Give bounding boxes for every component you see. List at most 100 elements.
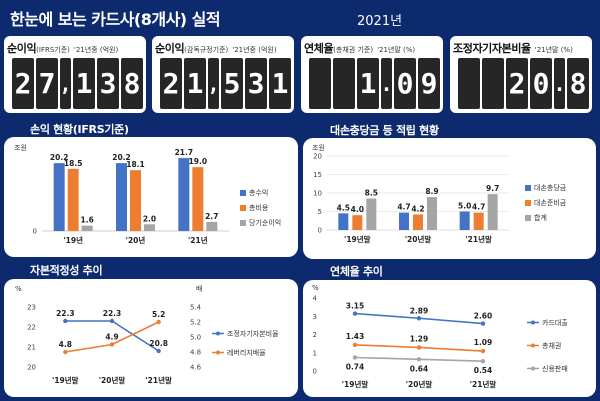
bar (81, 225, 93, 231)
data-label: 8.9 (425, 187, 438, 196)
x-tick-label: '21년말 (465, 234, 492, 244)
y-tick-label: 10 (313, 190, 322, 198)
data-label: 3.15 (346, 302, 365, 311)
data-label: 4.0 (351, 205, 364, 214)
legend-marker (216, 331, 220, 336)
kpi-note: '21년말 (%) (377, 46, 416, 54)
bar (144, 224, 155, 231)
data-label: 21.7 (175, 148, 194, 157)
y-tick-label: 0 (318, 227, 322, 235)
kpi-label: 순이익 (7, 42, 37, 55)
kpi-digit: 2 (12, 58, 34, 109)
data-label: 5.0 (458, 202, 471, 211)
bar (178, 158, 190, 231)
data-point (156, 319, 161, 325)
kpi-header: 연체율(총채권 기준) '21년말 (%) (304, 37, 440, 57)
y-tick-label-right: 4.6 (190, 364, 202, 372)
data-label: 1.09 (474, 338, 493, 347)
legend-label: 총채권 (542, 341, 561, 350)
kpi-label-sub: (총채권 기준) (333, 46, 374, 54)
profit-bar-chart: 조원020.218.51.6'19년20.218.12.0'20년21.719.… (14, 143, 281, 245)
legend-marker (531, 320, 535, 325)
data-label: 4.7 (472, 203, 485, 212)
legend-marker (216, 350, 220, 355)
legend-swatch (525, 185, 531, 191)
kpi-digit-separator: . (380, 58, 393, 109)
bar (413, 214, 423, 230)
y-tick-label: 4 (313, 295, 318, 303)
kpi-digit: 5 (221, 58, 243, 109)
data-label: 19.0 (189, 157, 208, 166)
y-tick-label: 21 (27, 344, 36, 352)
bar (67, 168, 79, 231)
kpi-digit: 3 (97, 58, 119, 109)
x-tick-label: '19년 (63, 235, 83, 245)
data-label: 0.64 (410, 364, 429, 373)
kpi-label-sub: (감독규정기준) (184, 46, 229, 54)
reserve-chart-panel: 조원 0 5 10 15 20 4.5 4.0 8.5'19년말 4.7 4.2 8.9'20년말 5.… (303, 138, 596, 259)
kpi-digit-blank (309, 58, 331, 109)
kpi-digit-separator: . (553, 58, 566, 109)
kpi-digit: 9 (418, 58, 440, 109)
data-label: 20.8 (149, 339, 168, 348)
data-point (109, 318, 115, 324)
kpi-digit: 3 (245, 58, 267, 109)
legend-label: 레버리지배율 (227, 348, 266, 357)
y-unit-label: % (15, 285, 22, 293)
kpi-label: 조정자기자본비율 (453, 42, 531, 55)
delinquency-line-chart: % 0 1 2 3 4 '19년말 '20년말 '21년말 3.15 2.89 2.60 카드대출 1.4… (312, 284, 568, 389)
kpi-digit: 1 (357, 58, 379, 109)
data-label: 1.6 (81, 216, 94, 225)
y-tick-label: 20 (313, 153, 322, 161)
bar (487, 194, 498, 230)
x-tick-label: '20년말 (405, 234, 432, 244)
data-label: 9.7 (486, 184, 499, 193)
kpi-digit: 0 (530, 58, 552, 109)
bar (130, 170, 141, 231)
bar (338, 213, 349, 230)
data-label: 0.54 (474, 366, 493, 375)
x-tick-label: '21년말 (470, 379, 497, 389)
legend-label: 총수익 (249, 188, 268, 197)
kpi-digit-separator: , (59, 58, 72, 109)
data-point (480, 348, 486, 354)
y-tick-label: 0 (33, 228, 37, 236)
y-tick-label-right: 4.8 (190, 349, 201, 357)
y-tick-label-right: 5.4 (190, 304, 202, 312)
legend-label: 카드대출 (542, 318, 568, 327)
kpi-digit: 8 (567, 58, 589, 109)
y-unit-label: 조원 (312, 143, 325, 152)
bar (427, 197, 437, 230)
x-tick-label: '21년말 (145, 375, 172, 385)
legend-swatch (525, 200, 531, 206)
data-label: 1.29 (410, 334, 429, 343)
data-label: 4.8 (59, 340, 72, 349)
y-tick-label: 15 (313, 171, 322, 179)
legend-marker (531, 343, 535, 348)
kpi-digit: 7 (36, 58, 58, 109)
data-point (416, 357, 422, 362)
kpi-digit: 1 (269, 58, 291, 109)
kpi-label-sub: (IFRS기준) (36, 46, 70, 54)
kpi-digit: 2 (160, 58, 182, 109)
data-label: 2.60 (474, 312, 493, 321)
data-point (416, 345, 422, 350)
bar (366, 198, 377, 230)
legend-label: 당기순이익 (249, 218, 281, 227)
kpi-digit-blank (482, 58, 504, 109)
x-tick-label: '19년말 (52, 375, 79, 385)
y-unit-label-right: 배 (196, 284, 202, 293)
kpi-label: 순이익 (155, 42, 185, 55)
panel-title-profit: 손익 현황(IFRS기준) (30, 123, 129, 136)
data-label: 22.3 (56, 309, 75, 318)
kpi-digit: 0 (394, 58, 416, 109)
kpi-note: '21년말 (%) (534, 46, 573, 54)
bar (53, 163, 65, 231)
data-label: 20.2 (112, 153, 131, 162)
data-point (480, 358, 486, 364)
x-tick-label: '20년말 (99, 375, 126, 385)
legend-label: 신용판매 (542, 364, 568, 373)
